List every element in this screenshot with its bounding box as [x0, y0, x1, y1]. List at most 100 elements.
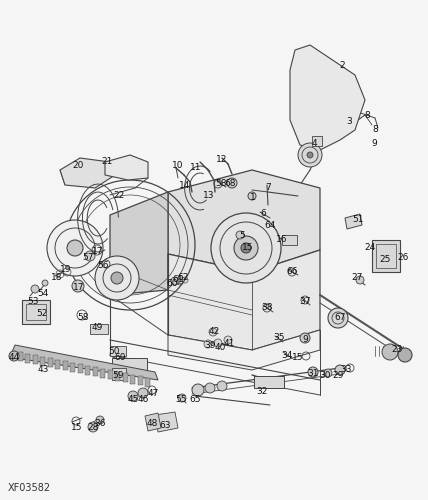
- Bar: [26, 354, 30, 362]
- Circle shape: [95, 256, 139, 300]
- Circle shape: [328, 308, 348, 328]
- Bar: [108, 370, 113, 379]
- Circle shape: [217, 381, 227, 391]
- Circle shape: [67, 240, 83, 256]
- Text: 32: 32: [256, 388, 268, 396]
- Text: 47: 47: [147, 388, 159, 398]
- Polygon shape: [345, 214, 362, 229]
- Circle shape: [204, 340, 212, 348]
- Circle shape: [171, 277, 179, 285]
- Bar: [146, 378, 151, 386]
- Circle shape: [227, 178, 237, 188]
- Bar: [282, 235, 297, 245]
- Text: 1: 1: [250, 194, 256, 202]
- Text: 58: 58: [77, 314, 89, 322]
- Bar: [112, 368, 126, 380]
- Text: XF03582: XF03582: [8, 483, 51, 493]
- Text: 14: 14: [179, 180, 191, 190]
- Circle shape: [308, 367, 318, 377]
- Bar: [254, 376, 284, 388]
- Text: 62: 62: [177, 274, 189, 282]
- Text: 29: 29: [332, 370, 344, 380]
- Text: 46: 46: [137, 396, 149, 404]
- Text: 63: 63: [159, 420, 171, 430]
- Circle shape: [324, 369, 332, 377]
- Text: 18: 18: [51, 274, 63, 282]
- Circle shape: [224, 336, 232, 344]
- Bar: [116, 372, 121, 380]
- Bar: [90, 324, 108, 334]
- Circle shape: [72, 280, 84, 292]
- Text: 5: 5: [239, 232, 245, 240]
- Circle shape: [211, 213, 281, 283]
- Text: 67: 67: [334, 314, 346, 322]
- Text: 68: 68: [224, 178, 236, 188]
- Text: 51: 51: [352, 216, 364, 224]
- Text: 20: 20: [72, 160, 84, 170]
- Bar: [376, 244, 396, 268]
- Circle shape: [192, 384, 204, 396]
- Polygon shape: [168, 330, 320, 370]
- Text: 38: 38: [261, 304, 273, 312]
- Text: 53: 53: [27, 298, 39, 306]
- Text: 15: 15: [292, 354, 304, 362]
- Bar: [312, 136, 322, 146]
- Text: 59: 59: [112, 370, 124, 380]
- Bar: [101, 368, 105, 378]
- Text: 19: 19: [60, 264, 72, 274]
- Text: 58: 58: [215, 180, 227, 188]
- Bar: [63, 361, 68, 370]
- Text: 40: 40: [214, 342, 226, 351]
- Circle shape: [300, 333, 310, 343]
- Circle shape: [96, 416, 104, 424]
- Text: 50: 50: [108, 348, 120, 356]
- Text: 43: 43: [37, 366, 49, 374]
- Text: 60: 60: [166, 278, 178, 287]
- Text: 16: 16: [276, 236, 288, 244]
- Polygon shape: [145, 413, 161, 431]
- Circle shape: [47, 220, 103, 276]
- Text: 31: 31: [307, 368, 319, 378]
- Text: 21: 21: [101, 158, 113, 166]
- Circle shape: [209, 328, 217, 336]
- Polygon shape: [290, 45, 365, 150]
- Text: 2: 2: [339, 60, 345, 70]
- Text: 11: 11: [190, 164, 202, 172]
- Circle shape: [85, 251, 95, 261]
- Bar: [93, 367, 98, 376]
- Text: 9: 9: [302, 336, 308, 344]
- Polygon shape: [168, 250, 320, 350]
- Text: 4: 4: [311, 138, 317, 147]
- Bar: [131, 374, 136, 384]
- Text: 27: 27: [351, 274, 363, 282]
- Text: 55: 55: [175, 396, 187, 404]
- Circle shape: [138, 388, 148, 398]
- Text: 8: 8: [364, 110, 370, 120]
- Text: 45: 45: [127, 396, 139, 404]
- Polygon shape: [60, 158, 115, 188]
- Text: 30: 30: [319, 370, 331, 380]
- Text: 41: 41: [223, 338, 235, 347]
- Circle shape: [234, 236, 258, 260]
- Polygon shape: [168, 170, 320, 272]
- Text: 48: 48: [146, 420, 158, 428]
- Circle shape: [178, 394, 186, 402]
- Bar: [123, 373, 128, 382]
- Text: 8: 8: [372, 126, 378, 134]
- Bar: [48, 358, 53, 367]
- Text: 23: 23: [391, 346, 403, 354]
- Text: 34: 34: [281, 350, 293, 360]
- Circle shape: [9, 351, 19, 361]
- Text: 22: 22: [113, 190, 125, 200]
- Circle shape: [248, 192, 256, 200]
- Circle shape: [241, 243, 251, 253]
- Bar: [110, 346, 126, 356]
- Polygon shape: [105, 155, 148, 180]
- Text: 25: 25: [379, 256, 391, 264]
- Text: 10: 10: [172, 160, 184, 170]
- Text: 33: 33: [340, 366, 352, 374]
- Circle shape: [128, 391, 138, 401]
- Bar: [86, 366, 90, 374]
- Text: 26: 26: [397, 252, 409, 262]
- Text: 65: 65: [189, 396, 201, 404]
